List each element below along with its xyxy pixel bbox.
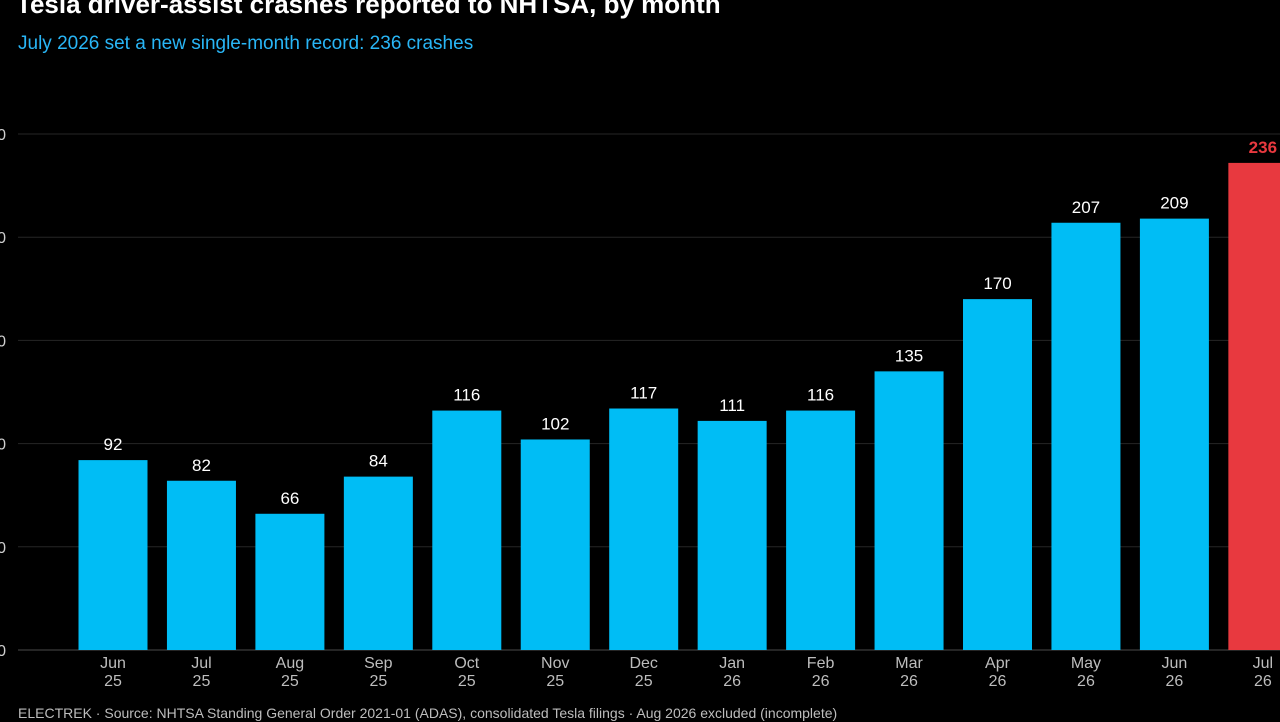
data-label: 116 (807, 386, 834, 405)
x-tick-label-year: 26 (1254, 673, 1272, 690)
x-tick-label-month: Sep (364, 655, 393, 672)
x-tick-label-month: Jun (1162, 655, 1188, 672)
x-tick-label-month: Apr (985, 655, 1011, 672)
x-tick-label-month: Dec (629, 655, 657, 672)
bar (79, 460, 148, 650)
data-label: 135 (895, 346, 923, 365)
y-axis-ticks: 0 50 100 150 200 250 (0, 127, 6, 660)
y-tick-label: 100 (0, 437, 6, 454)
bar (963, 299, 1032, 650)
bar (167, 481, 236, 650)
data-label: 92 (104, 435, 123, 454)
bar (698, 421, 767, 650)
data-label: 82 (192, 456, 211, 475)
x-axis-ticks: Jun25Jul25Aug25Sep25Oct25Nov25Dec25Jan26… (100, 655, 1273, 690)
x-tick-label-month: Aug (276, 655, 304, 672)
x-tick-label-year: 26 (900, 673, 918, 690)
x-tick-label-year: 25 (635, 673, 653, 690)
x-tick-label-year: 26 (1166, 673, 1184, 690)
footer-source: ELECTREK · Source: NHTSA Standing Genera… (18, 705, 837, 722)
x-tick-label-month: Feb (807, 655, 835, 672)
x-tick-label-year: 25 (458, 673, 476, 690)
data-label: 84 (369, 452, 388, 471)
x-tick-label-month: Jan (719, 655, 745, 672)
data-label: 116 (453, 386, 480, 405)
x-tick-label-year: 25 (369, 673, 387, 690)
x-tick-label-year: 25 (193, 673, 211, 690)
bars (79, 163, 1280, 650)
data-label: 117 (630, 384, 657, 403)
y-tick-label: 50 (0, 540, 6, 557)
data-label: 236 (1249, 138, 1277, 157)
bar (255, 514, 324, 650)
bar (344, 477, 413, 650)
x-tick-label-month: Nov (541, 655, 569, 672)
x-tick-label-year: 25 (104, 673, 122, 690)
data-label: 111 (719, 396, 745, 415)
y-tick-label: 250 (0, 127, 6, 144)
x-tick-label-year: 25 (281, 673, 299, 690)
x-tick-label-month: May (1071, 655, 1101, 672)
x-tick-label-month: Oct (454, 655, 479, 672)
data-label: 170 (983, 274, 1011, 293)
data-label: 207 (1072, 198, 1100, 217)
x-tick-label-year: 26 (723, 673, 741, 690)
data-label: 102 (541, 414, 569, 433)
bar (432, 411, 501, 650)
bar (521, 439, 590, 650)
x-tick-label-year: 26 (1077, 673, 1095, 690)
x-tick-label-year: 25 (546, 673, 564, 690)
bar (609, 409, 678, 650)
data-label: 66 (280, 489, 299, 508)
bar (1140, 219, 1209, 650)
x-tick-label-month: Jul (1253, 655, 1273, 672)
bar (1051, 223, 1120, 650)
y-tick-label: 200 (0, 230, 6, 247)
bar-highlight (1228, 163, 1280, 650)
y-tick-label: 150 (0, 333, 6, 350)
x-tick-label-month: Jun (100, 655, 126, 672)
x-tick-label-month: Mar (895, 655, 923, 672)
x-tick-label-year: 26 (989, 673, 1007, 690)
x-tick-label-year: 26 (812, 673, 830, 690)
bar (875, 371, 944, 650)
x-tick-label-month: Jul (191, 655, 211, 672)
bar (786, 411, 855, 650)
data-label: 209 (1160, 194, 1188, 213)
y-tick-label: 0 (0, 643, 6, 660)
